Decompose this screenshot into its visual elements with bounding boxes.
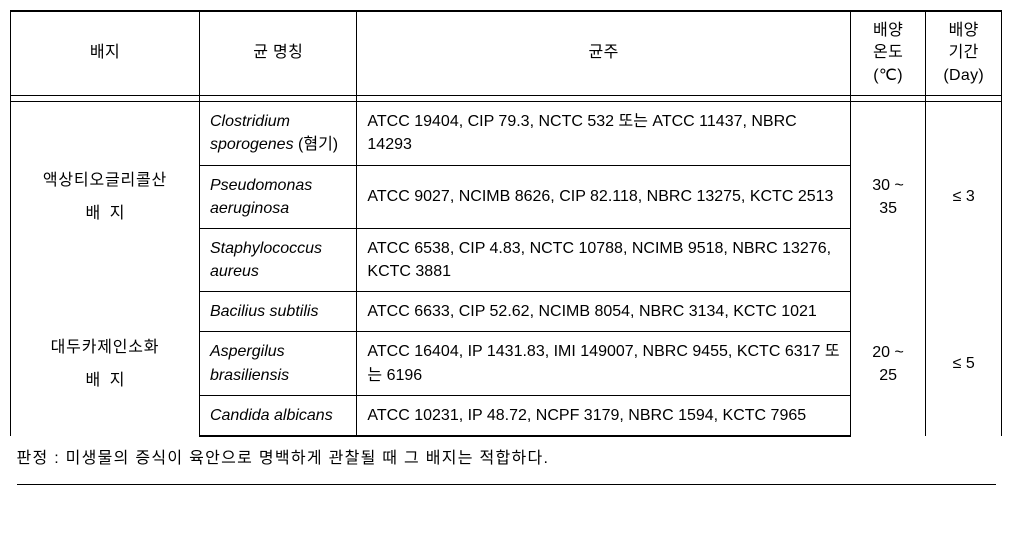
table-row: 액상티오글리콜산배지Clostridium sporogenes (혐기)ATC… [11, 102, 1002, 165]
header-row: 배지 균 명칭 균주 배양 온도 (℃) 배양 기간 (Day) [11, 11, 1002, 96]
footer-row: 판정 : 미생물의 증식이 육안으로 명백하게 관찰될 때 그 배지는 적합하다… [11, 436, 1002, 499]
medium-cell: 대두카제인소화배지 [11, 292, 200, 436]
temp-cell: 30 ~35 [850, 102, 926, 292]
header-species: 균 명칭 [199, 11, 356, 96]
species-cell: Bacilius subtilis [199, 292, 356, 332]
temp-cell: 20 ~25 [850, 292, 926, 436]
table-row: 대두카제인소화배지Bacilius subtilisATCC 6633, CIP… [11, 292, 1002, 332]
species-cell: Pseudomonas aeruginosa [199, 165, 356, 228]
species-cell: Aspergilus brasiliensis [199, 332, 356, 395]
period-cell: ≤ 5 [926, 292, 1002, 436]
culture-medium-table: 배지 균 명칭 균주 배양 온도 (℃) 배양 기간 (Day) 액상티오글리콜… [10, 10, 1002, 499]
period-cell: ≤ 3 [926, 102, 1002, 292]
medium-cell: 액상티오글리콜산배지 [11, 102, 200, 292]
strain-cell: ATCC 6633, CIP 52.62, NCIMB 8054, NBRC 3… [357, 292, 850, 332]
strain-cell: ATCC 9027, NCIMB 8626, CIP 82.118, NBRC … [357, 165, 850, 228]
table-container: 배지 균 명칭 균주 배양 온도 (℃) 배양 기간 (Day) 액상티오글리콜… [10, 10, 1002, 499]
header-period: 배양 기간 (Day) [926, 11, 1002, 96]
strain-cell: ATCC 6538, CIP 4.83, NCTC 10788, NCIMB 9… [357, 228, 850, 291]
strain-cell: ATCC 10231, IP 48.72, NCPF 3179, NBRC 15… [357, 395, 850, 436]
species-cell: Staphylococcus aureus [199, 228, 356, 291]
strain-cell: ATCC 19404, CIP 79.3, NCTC 532 또는 ATCC 1… [357, 102, 850, 165]
header-medium: 배지 [11, 11, 200, 96]
header-temp: 배양 온도 (℃) [850, 11, 926, 96]
strain-cell: ATCC 16404, IP 1431.83, IMI 149007, NBRC… [357, 332, 850, 395]
species-cell: Clostridium sporogenes (혐기) [199, 102, 356, 165]
footer-cell: 판정 : 미생물의 증식이 육안으로 명백하게 관찰될 때 그 배지는 적합하다… [11, 436, 1002, 499]
species-cell: Candida albicans [199, 395, 356, 436]
header-strain: 균주 [357, 11, 850, 96]
